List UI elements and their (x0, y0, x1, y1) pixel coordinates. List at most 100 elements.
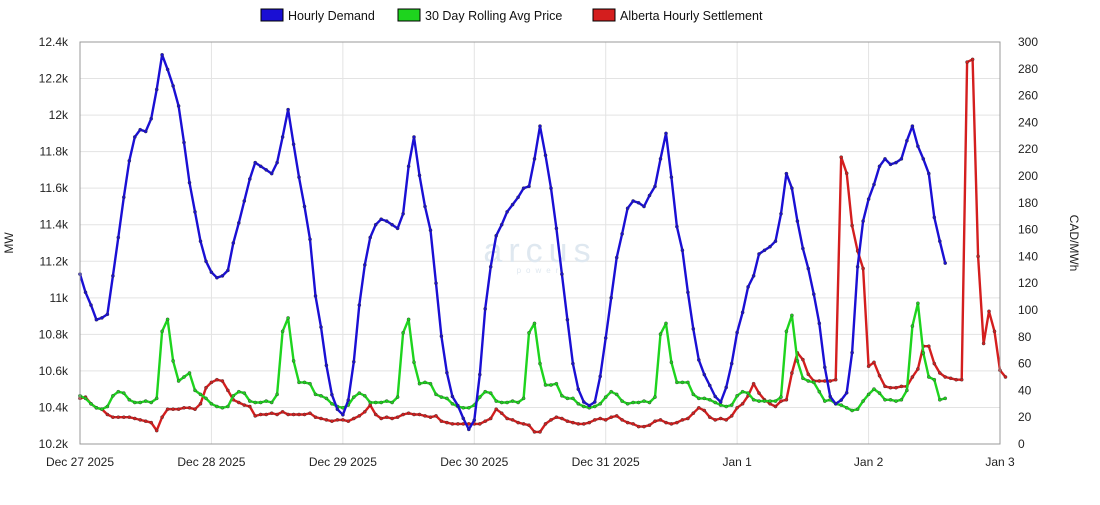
data-point[interactable] (198, 239, 203, 243)
data-point[interactable] (215, 377, 219, 382)
data-point[interactable] (499, 400, 504, 405)
data-point[interactable] (83, 290, 88, 295)
data-point[interactable] (165, 407, 170, 412)
data-point[interactable] (812, 292, 816, 297)
data-point[interactable] (850, 223, 854, 228)
data-point[interactable] (127, 397, 132, 402)
data-point[interactable] (510, 418, 515, 422)
data-point[interactable] (302, 380, 307, 385)
data-point[interactable] (916, 301, 920, 306)
data-point[interactable] (412, 360, 416, 365)
data-point[interactable] (269, 411, 274, 416)
data-point[interactable] (154, 428, 159, 433)
data-point[interactable] (740, 310, 745, 315)
data-point[interactable] (697, 405, 701, 410)
data-point[interactable] (658, 418, 663, 422)
data-point[interactable] (461, 416, 466, 421)
data-point[interactable] (362, 393, 367, 398)
data-point[interactable] (417, 173, 422, 178)
data-point[interactable] (149, 420, 153, 425)
data-point[interactable] (582, 400, 586, 404)
data-point[interactable] (390, 416, 394, 421)
data-point[interactable] (330, 401, 334, 406)
data-point[interactable] (675, 380, 679, 385)
data-point[interactable] (855, 407, 860, 412)
data-point[interactable] (275, 412, 279, 417)
data-point[interactable] (943, 261, 948, 265)
data-point[interactable] (938, 371, 942, 375)
data-point[interactable] (620, 232, 624, 236)
data-point[interactable] (888, 385, 893, 390)
data-point[interactable] (910, 324, 915, 328)
data-point[interactable] (127, 158, 132, 163)
data-point[interactable] (965, 60, 969, 64)
data-point[interactable] (757, 252, 761, 256)
data-point[interactable] (790, 186, 794, 190)
data-point[interactable] (226, 404, 230, 409)
data-point[interactable] (160, 53, 164, 57)
data-point[interactable] (587, 420, 592, 425)
data-point[interactable] (521, 422, 526, 426)
data-point[interactable] (215, 404, 219, 409)
data-point[interactable] (439, 419, 444, 424)
data-point[interactable] (653, 419, 657, 424)
data-point[interactable] (395, 395, 400, 399)
data-point[interactable] (718, 416, 723, 421)
data-point[interactable] (888, 397, 893, 402)
data-point[interactable] (658, 332, 663, 336)
data-point[interactable] (313, 392, 318, 397)
data-point[interactable] (724, 418, 729, 422)
data-point[interactable] (872, 387, 876, 391)
data-point[interactable] (697, 358, 701, 362)
data-point[interactable] (877, 164, 882, 169)
data-point[interactable] (450, 401, 455, 406)
data-point[interactable] (242, 403, 247, 407)
data-point[interactable] (669, 360, 674, 365)
data-point[interactable] (839, 398, 844, 402)
data-point[interactable] (122, 415, 126, 420)
data-point[interactable] (253, 160, 257, 165)
data-point[interactable] (220, 379, 225, 383)
data-point[interactable] (226, 388, 230, 393)
data-point[interactable] (801, 376, 805, 381)
data-point[interactable] (143, 129, 148, 134)
data-point[interactable] (171, 84, 175, 88)
data-point[interactable] (987, 309, 991, 314)
data-point[interactable] (828, 379, 833, 383)
data-point[interactable] (209, 380, 214, 385)
data-point[interactable] (264, 399, 269, 403)
data-point[interactable] (828, 394, 833, 399)
data-point[interactable] (872, 182, 876, 187)
data-point[interactable] (198, 401, 203, 406)
data-point[interactable] (593, 418, 597, 422)
data-point[interactable] (910, 124, 915, 128)
data-point[interactable] (795, 219, 800, 223)
data-point[interactable] (193, 388, 197, 393)
data-point[interactable] (466, 427, 471, 432)
data-point[interactable] (603, 395, 608, 399)
data-point[interactable] (653, 395, 657, 399)
data-point[interactable] (516, 400, 520, 405)
data-point[interactable] (357, 391, 362, 395)
data-point[interactable] (817, 379, 822, 383)
data-point[interactable] (708, 397, 712, 402)
data-point[interactable] (373, 222, 378, 227)
data-point[interactable] (866, 197, 871, 201)
data-point[interactable] (428, 228, 433, 232)
data-point[interactable] (691, 327, 696, 331)
data-point[interactable] (132, 135, 137, 139)
data-point[interactable] (182, 405, 186, 410)
data-point[interactable] (122, 391, 126, 395)
data-point[interactable] (428, 381, 433, 386)
data-point[interactable] (428, 415, 433, 420)
data-point[interactable] (642, 424, 646, 429)
data-point[interactable] (647, 423, 652, 428)
data-point[interactable] (686, 380, 690, 385)
data-point[interactable] (614, 414, 619, 418)
data-point[interactable] (943, 375, 948, 379)
data-point[interactable] (286, 412, 290, 417)
data-point[interactable] (631, 422, 635, 426)
data-point[interactable] (850, 350, 854, 355)
data-point[interactable] (456, 422, 460, 426)
data-point[interactable] (483, 306, 488, 311)
